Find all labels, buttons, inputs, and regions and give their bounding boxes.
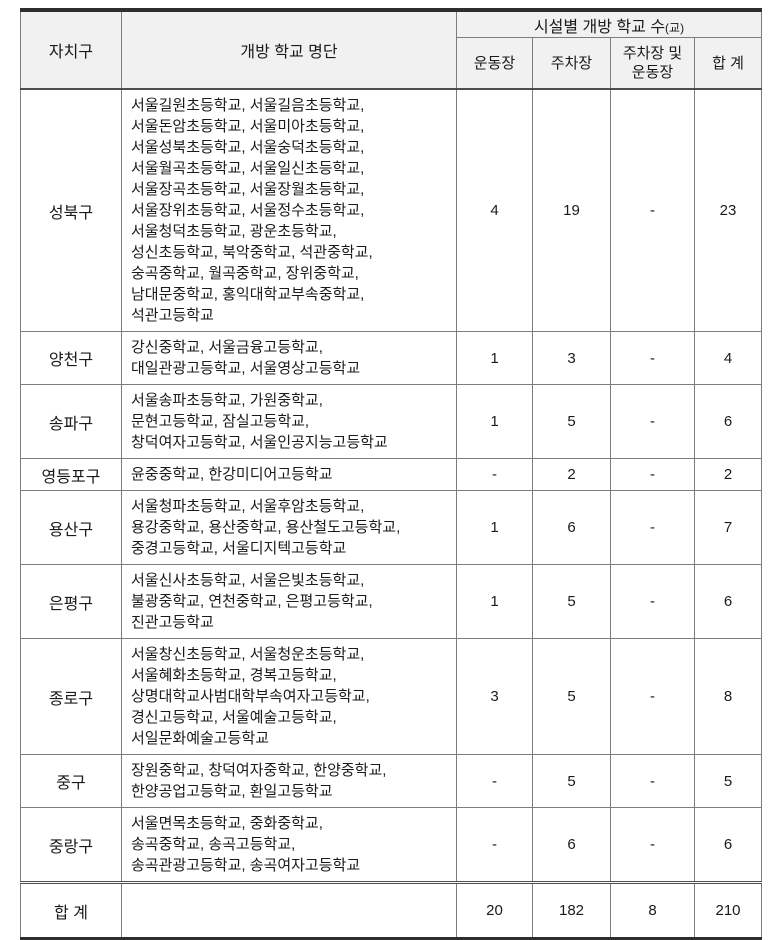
parking-and-playground-count: - (610, 807, 695, 883)
schools-cell: 서울면목초등학교, 중화중학교, 송곡중학교, 송곡고등학교, 송곡관광고등학교… (121, 807, 457, 883)
playground-count: 4 (456, 88, 533, 332)
parking-count: 6 (532, 490, 611, 565)
total-count: 6 (693, 564, 763, 639)
schools-cell: 서울신사초등학교, 서울은빛초등학교, 불광중학교, 연천중학교, 은평고등학교… (121, 564, 457, 639)
schools-cell: 서울창신초등학교, 서울청운초등학교, 서울혜화초등학교, 경복고등학교, 상명… (121, 638, 457, 755)
district-cell: 중구 (20, 754, 122, 808)
total-count: 2 (693, 458, 763, 491)
table-row: 양천구 강신중학교, 서울금융고등학교, 대일관광고등학교, 서울영상고등학교 … (20, 331, 763, 385)
schools-cell: 서울길원초등학교, 서울길음초등학교, 서울돈암초등학교, 서울미아초등학교, … (121, 88, 457, 332)
total-count: 6 (693, 807, 763, 883)
district-cell: 중랑구 (20, 807, 122, 883)
playground-count: 3 (456, 638, 533, 755)
playground-count: 1 (456, 490, 533, 565)
total-count: 5 (693, 754, 763, 808)
total-count: 4 (693, 331, 763, 385)
footer-grand-total: 210 (693, 881, 763, 939)
header-row-sub: 운동장 주차장 주차장 및 운동장 합 계 (21, 37, 763, 90)
header-facility-group: 시설별 개방 학교 수(교) (455, 9, 763, 38)
parking-and-playground-count: - (610, 638, 695, 755)
table-row: 용산구 서울청파초등학교, 서울후암초등학교, 용강중학교, 용산중학교, 용산… (20, 490, 763, 565)
district-cell: 송파구 (20, 384, 122, 459)
header-total: 합 계 (693, 37, 763, 90)
playground-count: 1 (456, 331, 533, 385)
district-cell: 영등포구 (20, 458, 122, 491)
district-cell: 성북구 (20, 88, 122, 332)
footer-parking-and-playground-total: 8 (610, 881, 695, 939)
table-row: 중구 장원중학교, 창덕여자중학교, 한양중학교, 한양공업고등학교, 환일고등… (20, 754, 763, 808)
open-schools-table-container: 자치구 개방 학교 명단 시설별 개방 학교 수(교) 운동장 주차장 주차장 … (20, 8, 763, 940)
schools-cell: 서울송파초등학교, 가원중학교, 문현고등학교, 잠실고등학교, 창덕여자고등학… (121, 384, 457, 459)
table-footer: 합 계 20 182 8 210 (20, 881, 763, 939)
total-count: 7 (693, 490, 763, 565)
footer-playground-total: 20 (456, 881, 533, 939)
total-count: 8 (693, 638, 763, 755)
footer-schools-cell (121, 881, 457, 939)
table-row: 영등포구 윤중중학교, 한강미디어고등학교 - 2 - 2 (20, 458, 763, 491)
parking-and-playground-count: - (610, 458, 695, 491)
district-cell: 용산구 (20, 490, 122, 565)
district-cell: 종로구 (20, 638, 122, 755)
total-row-label: 합 계 (20, 881, 122, 939)
table-body: 성북구 서울길원초등학교, 서울길음초등학교, 서울돈암초등학교, 서울미아초등… (20, 88, 763, 883)
total-count: 6 (693, 384, 763, 459)
playground-count: 1 (456, 564, 533, 639)
parking-count: 19 (532, 88, 611, 332)
district-cell: 양천구 (20, 331, 122, 385)
parking-count: 3 (532, 331, 611, 385)
header-parking: 주차장 (532, 37, 611, 90)
header-district: 자치구 (20, 9, 122, 90)
parking-count: 5 (532, 754, 611, 808)
table-header: 자치구 개방 학교 명단 시설별 개방 학교 수(교) 운동장 주차장 주차장 … (20, 9, 763, 90)
header-facility-group-unit: (교) (665, 20, 685, 35)
table-row: 송파구 서울송파초등학교, 가원중학교, 문현고등학교, 잠실고등학교, 창덕여… (20, 384, 763, 459)
open-schools-table: 자치구 개방 학교 명단 시설별 개방 학교 수(교) 운동장 주차장 주차장 … (20, 8, 763, 940)
parking-count: 5 (532, 638, 611, 755)
playground-count: - (456, 458, 533, 491)
parking-count: 5 (532, 564, 611, 639)
schools-cell: 장원중학교, 창덕여자중학교, 한양중학교, 한양공업고등학교, 환일고등학교 (121, 754, 457, 808)
schools-cell: 서울청파초등학교, 서울후암초등학교, 용강중학교, 용산중학교, 용산철도고등… (121, 490, 457, 565)
header-row-group: 자치구 개방 학교 명단 시설별 개방 학교 수(교) (20, 9, 763, 90)
schools-cell: 윤중중학교, 한강미디어고등학교 (121, 458, 457, 491)
parking-and-playground-count: - (610, 88, 695, 332)
schools-cell: 강신중학교, 서울금융고등학교, 대일관광고등학교, 서울영상고등학교 (121, 331, 457, 385)
table-row: 중랑구 서울면목초등학교, 중화중학교, 송곡중학교, 송곡고등학교, 송곡관광… (20, 807, 763, 883)
parking-and-playground-count: - (610, 490, 695, 565)
playground-count: - (456, 754, 533, 808)
footer-parking-total: 182 (532, 881, 611, 939)
table-row: 은평구 서울신사초등학교, 서울은빛초등학교, 불광중학교, 연천중학교, 은평… (20, 564, 763, 639)
parking-and-playground-count: - (610, 564, 695, 639)
playground-count: 1 (456, 384, 533, 459)
parking-and-playground-count: - (610, 754, 695, 808)
parking-count: 2 (532, 458, 611, 491)
header-playground: 운동장 (456, 37, 533, 90)
district-cell: 은평구 (20, 564, 122, 639)
header-facility-group-text: 시설별 개방 학교 수 (533, 18, 666, 36)
header-parking-and-playground: 주차장 및 운동장 (610, 37, 695, 90)
parking-count: 5 (532, 384, 611, 459)
total-row: 합 계 20 182 8 210 (20, 881, 763, 939)
table-row: 성북구 서울길원초등학교, 서울길음초등학교, 서울돈암초등학교, 서울미아초등… (20, 88, 763, 332)
parking-and-playground-count: - (610, 384, 695, 459)
total-count: 23 (693, 88, 763, 332)
parking-count: 6 (532, 807, 611, 883)
header-school-list: 개방 학교 명단 (121, 9, 457, 90)
table-row: 종로구 서울창신초등학교, 서울청운초등학교, 서울혜화초등학교, 경복고등학교… (20, 638, 763, 755)
playground-count: - (456, 807, 533, 883)
parking-and-playground-count: - (610, 331, 695, 385)
